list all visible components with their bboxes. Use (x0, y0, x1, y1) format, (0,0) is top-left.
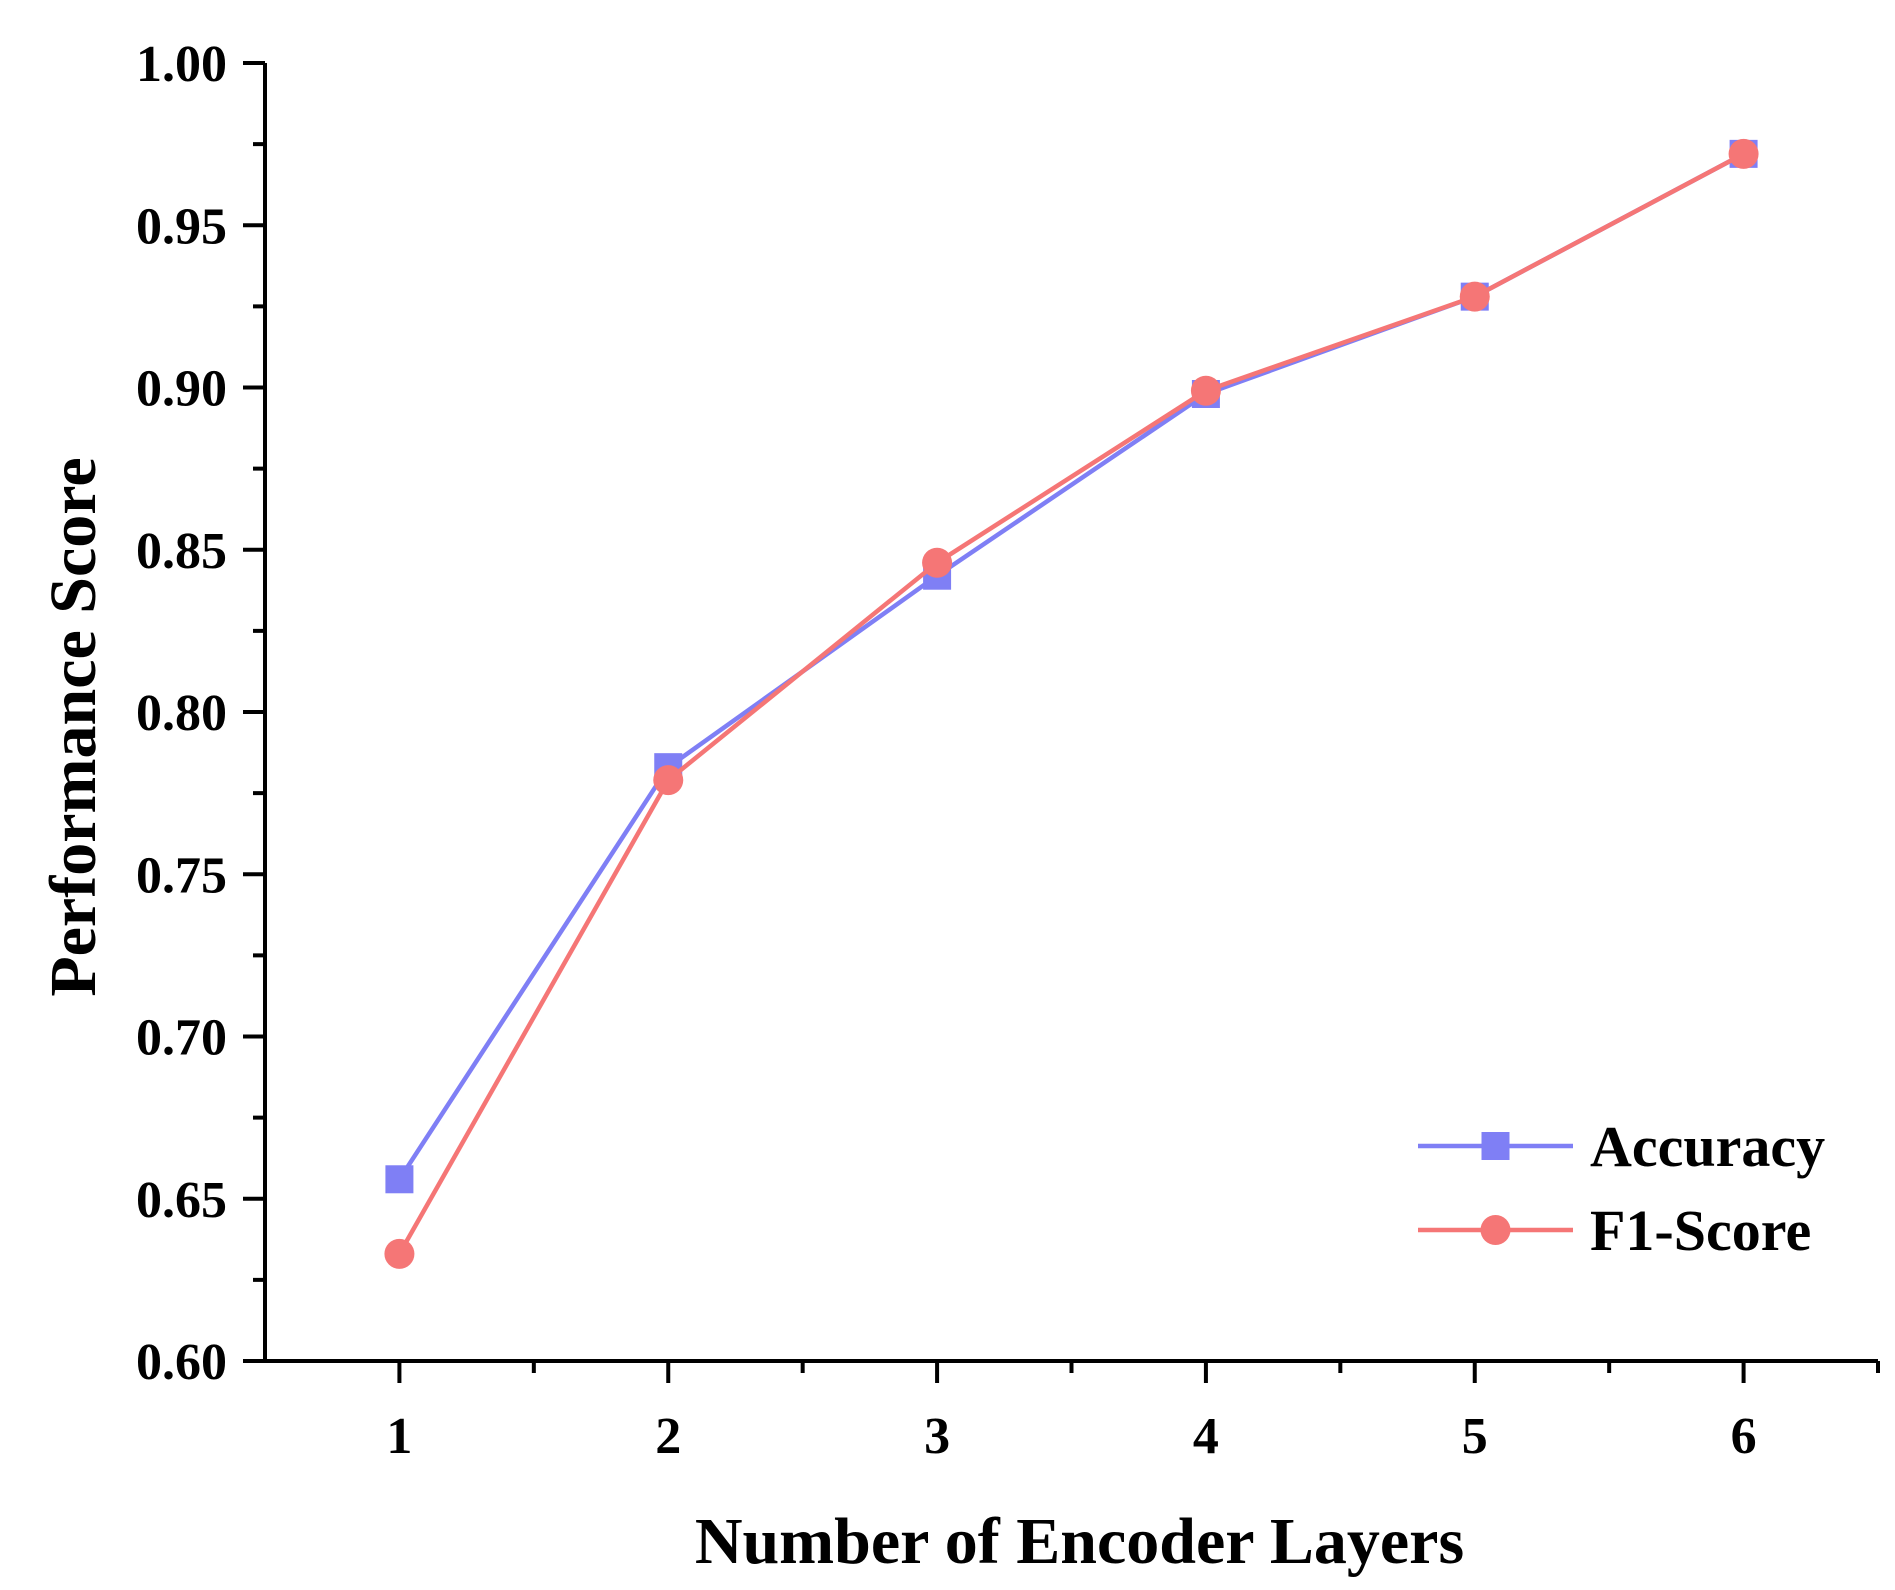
axes: 0.60 0.65 0.70 0.75 0.80 0.85 0.90 0.95 1.00 1 2 3 4… (136, 36, 1880, 1465)
y-axis-title: Performance Score (37, 457, 110, 996)
x-tick-label: 4 (1193, 1408, 1219, 1465)
x-axis-title: Number of Encoder Layers (695, 1505, 1464, 1578)
legend-label: Accuracy (1590, 1114, 1825, 1179)
legend-item: F1-Score (1418, 1198, 1811, 1263)
y-tick-label: 0.65 (136, 1172, 227, 1229)
x-tick-label: 6 (1731, 1408, 1757, 1465)
y-tick-label: 0.70 (136, 1010, 227, 1067)
y-tick-label: 0.80 (136, 685, 227, 742)
x-tick-label: 1 (386, 1408, 412, 1465)
data-point (1459, 281, 1490, 312)
y-tick-label: 0.75 (136, 847, 227, 904)
y-tick-label: 0.95 (136, 198, 227, 255)
legend-label: F1-Score (1590, 1198, 1811, 1263)
series-f1-score (384, 138, 1759, 1269)
series-accuracy (385, 139, 1758, 1194)
series-layer (384, 138, 1759, 1269)
y-tick-label: 0.60 (136, 1334, 227, 1391)
data-point (922, 547, 953, 578)
x-tick-label: 3 (924, 1408, 950, 1465)
data-point (653, 765, 684, 796)
series-line (397, 151, 1745, 1181)
series-line (397, 151, 1745, 1256)
legend-item: Accuracy (1418, 1114, 1825, 1179)
data-point (1728, 138, 1759, 169)
legend-marker (1480, 1215, 1511, 1245)
y-tick-label: 0.90 (136, 361, 227, 418)
data-point (384, 1238, 415, 1269)
y-tick-label: 0.85 (136, 523, 227, 580)
legend: Accuracy F1-Score (1418, 1114, 1825, 1263)
x-tick-label: 5 (1462, 1408, 1488, 1465)
data-point (385, 1165, 414, 1194)
x-tick-label: 2 (655, 1408, 681, 1465)
legend-marker (1481, 1132, 1510, 1160)
data-point (1190, 375, 1221, 406)
y-tick-label: 1.00 (136, 36, 227, 93)
